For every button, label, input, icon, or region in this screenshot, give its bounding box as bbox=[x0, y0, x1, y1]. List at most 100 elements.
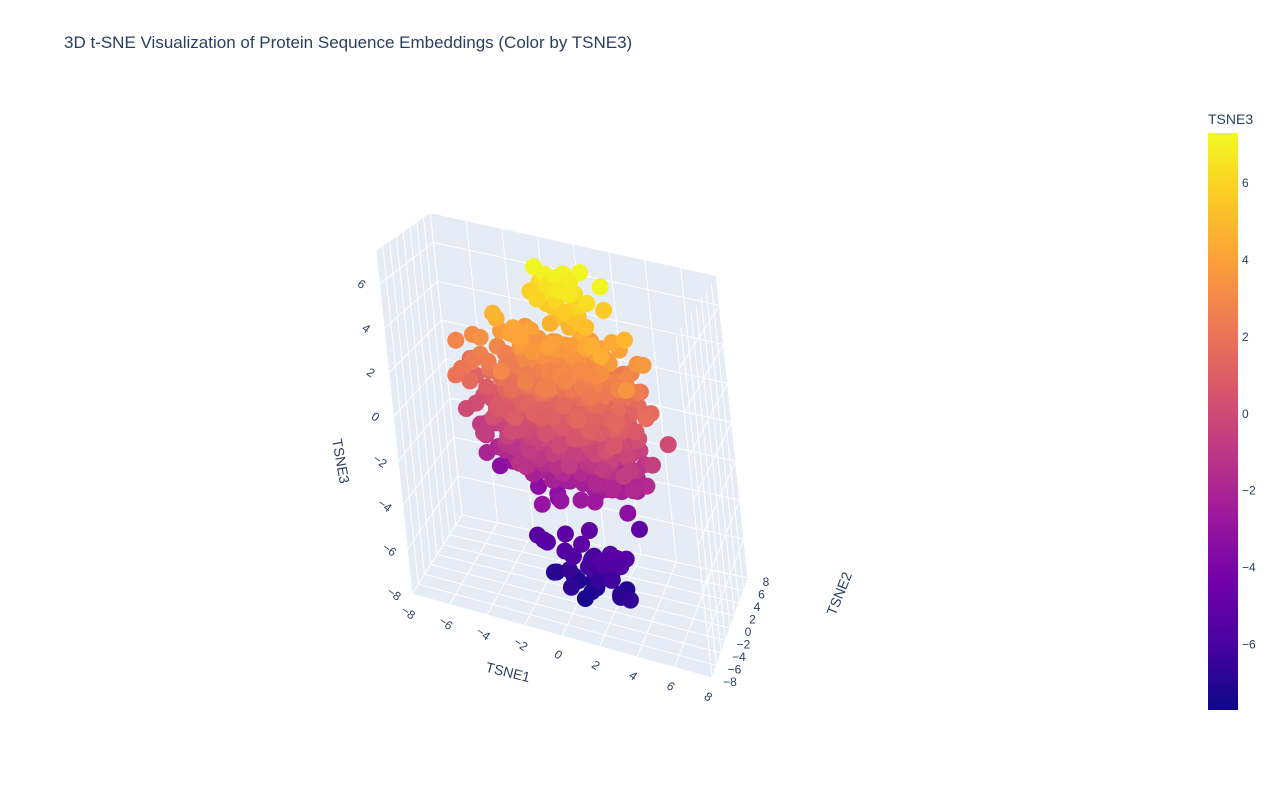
data-point bbox=[537, 424, 555, 442]
x-tick-label: 2 bbox=[589, 658, 603, 673]
data-point bbox=[603, 571, 621, 589]
data-point bbox=[502, 423, 520, 440]
data-point bbox=[608, 415, 625, 433]
data-point bbox=[517, 373, 534, 391]
x-tick-label: 0 bbox=[552, 647, 566, 662]
data-point bbox=[447, 331, 465, 349]
data-point bbox=[587, 475, 605, 493]
data-point bbox=[530, 477, 547, 495]
data-point bbox=[594, 461, 612, 479]
data-point bbox=[554, 397, 572, 415]
data-point bbox=[506, 408, 524, 426]
data-point bbox=[572, 491, 590, 509]
data-point bbox=[591, 572, 609, 590]
data-point bbox=[503, 381, 521, 399]
data-point bbox=[569, 411, 587, 429]
data-point bbox=[533, 495, 551, 513]
data-point bbox=[615, 468, 633, 485]
data-point bbox=[586, 493, 604, 511]
data-point bbox=[528, 290, 546, 308]
data-point bbox=[552, 492, 570, 510]
z-axis-title: TSNE3 bbox=[329, 438, 353, 485]
y-tick-label: 2 bbox=[749, 613, 756, 627]
data-point bbox=[616, 331, 633, 349]
data-point bbox=[621, 591, 639, 609]
data-point bbox=[582, 337, 600, 355]
x-tick-label: −2 bbox=[511, 635, 531, 655]
data-point bbox=[479, 352, 497, 370]
y-tick-label: 4 bbox=[754, 600, 761, 614]
data-point bbox=[637, 410, 655, 428]
data-point bbox=[523, 343, 541, 360]
z-tick-label: −8 bbox=[384, 584, 404, 604]
data-point bbox=[577, 319, 595, 336]
data-point bbox=[627, 423, 645, 441]
data-point bbox=[604, 479, 622, 497]
data-point bbox=[541, 315, 559, 332]
colorbar-tick-label: 4 bbox=[1242, 253, 1249, 267]
data-point bbox=[475, 424, 493, 442]
colorbar-tick-label: −6 bbox=[1242, 638, 1256, 652]
data-point bbox=[492, 362, 510, 380]
data-point bbox=[560, 561, 578, 579]
data-point bbox=[566, 430, 584, 448]
colorbar-tick-label: −2 bbox=[1242, 484, 1256, 498]
data-point bbox=[659, 436, 677, 454]
data-point bbox=[447, 366, 465, 384]
colorbar-tick-label: 0 bbox=[1242, 407, 1249, 421]
colorbar-gradient bbox=[1208, 133, 1238, 710]
data-point bbox=[562, 578, 580, 596]
data-point bbox=[540, 380, 558, 398]
data-point bbox=[617, 382, 635, 399]
data-point bbox=[595, 387, 613, 405]
data-point bbox=[595, 301, 613, 319]
data-point bbox=[539, 338, 557, 356]
z-tick-label: 6 bbox=[355, 277, 369, 292]
z-tick-label: 4 bbox=[359, 321, 373, 336]
colorbar-ticks: −6 −4 −2 0 2 4 6 bbox=[1242, 176, 1256, 652]
data-point bbox=[573, 535, 591, 553]
data-point bbox=[644, 456, 661, 474]
data-point bbox=[556, 304, 574, 322]
data-point bbox=[605, 437, 623, 455]
colorbar-tick-label: −4 bbox=[1242, 561, 1256, 575]
y-tick-label: −2 bbox=[737, 638, 751, 652]
x-tick-label: 6 bbox=[664, 679, 678, 694]
colorbar-tick-label: 2 bbox=[1242, 330, 1249, 344]
data-point bbox=[538, 533, 556, 551]
z-tick-label: 0 bbox=[369, 409, 383, 424]
data-point bbox=[556, 525, 574, 543]
z-tick-label: −2 bbox=[370, 452, 390, 472]
x-tick-label: −6 bbox=[436, 614, 456, 634]
z-tick-label: −6 bbox=[380, 540, 400, 560]
data-point bbox=[457, 400, 475, 417]
data-point bbox=[634, 356, 652, 374]
colorbar-title: TSNE3 bbox=[1208, 111, 1253, 127]
chart-title: 3D t-SNE Visualization of Protein Sequen… bbox=[64, 33, 633, 52]
data-point bbox=[580, 422, 598, 440]
z-tick-label: −4 bbox=[375, 496, 395, 516]
y-tick-label: −6 bbox=[728, 663, 742, 677]
z-tick-label: 2 bbox=[364, 365, 378, 380]
data-point bbox=[631, 520, 648, 538]
data-point bbox=[591, 278, 609, 296]
data-point bbox=[510, 454, 528, 472]
data-point bbox=[603, 334, 621, 352]
data-point bbox=[560, 286, 578, 304]
data-point bbox=[561, 457, 578, 475]
data-point bbox=[602, 559, 619, 577]
data-point bbox=[545, 563, 563, 581]
data-point bbox=[551, 437, 568, 455]
data-point bbox=[619, 504, 637, 522]
data-point bbox=[592, 348, 610, 365]
data-point bbox=[484, 304, 502, 322]
data-point bbox=[548, 458, 566, 475]
y-tick-label: −4 bbox=[732, 650, 746, 664]
data-point bbox=[490, 399, 508, 417]
data-point bbox=[461, 372, 479, 390]
data-point bbox=[478, 444, 496, 461]
y-tick-label: 8 bbox=[763, 575, 770, 589]
data-point bbox=[625, 482, 642, 500]
data-point bbox=[557, 372, 575, 390]
